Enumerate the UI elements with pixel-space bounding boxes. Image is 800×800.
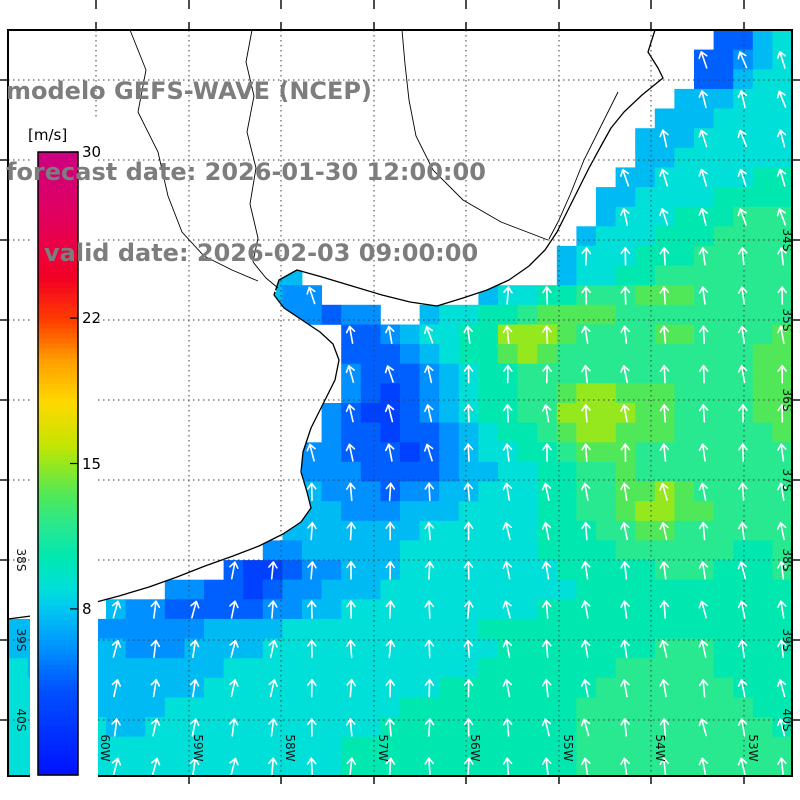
lon-tick-label: 57W: [376, 734, 390, 761]
colorbar-tick-value: 15: [82, 454, 102, 473]
lat-tick-label-right: 34S: [780, 229, 794, 252]
lon-tick-label: 59W: [191, 734, 205, 761]
colorbar-tick-value: 22: [82, 309, 102, 328]
lat-tick-label-right: 40S: [780, 709, 794, 732]
axis-labels: 60W 59W 58W 57W 56W 55W 54W 53W 34S 35S 36S 37S 38S 3…: [14, 229, 794, 762]
lat-tick-label-right: 38S: [780, 549, 794, 572]
country-borders: [129, 29, 619, 289]
land-polygon: [7, 29, 664, 620]
lon-tick-label: 55W: [561, 734, 575, 761]
lat-tick-label-right: 36S: [780, 389, 794, 412]
graticule: [8, 30, 792, 776]
lon-tick-label: 53W: [746, 734, 760, 761]
colorbar-tick-value: 30: [82, 143, 102, 161]
lat-tick-label-right: 37S: [780, 469, 794, 492]
lon-tick-label: 56W: [468, 734, 482, 761]
lon-tick-label: 58W: [283, 734, 297, 761]
wave-direction-arrows: [32, 50, 787, 776]
lon-tick-label: 60W: [98, 734, 112, 761]
model-title: modelo GEFS-WAVE (NCEP): [6, 77, 372, 105]
colorbar-tick-value: 8: [82, 599, 92, 618]
colorbar: [30, 118, 98, 784]
forecast-date-label: forecast date: 2026-01-30 12:00:00: [6, 158, 486, 186]
lat-tick-label-left: 38S: [14, 549, 28, 572]
lat-tick-label-left: 40S: [14, 709, 28, 732]
lat-tick-label-right: 39S: [780, 629, 794, 652]
map-title-block: modelo GEFS-WAVE (NCEP) forecast date: 2…: [6, 24, 486, 321]
colorbar-unit-label: [m/s]: [28, 126, 68, 144]
lat-tick-label-right: 35S: [780, 309, 794, 332]
lat-tick-label-left: 39S: [14, 629, 28, 652]
valid-date-label: valid date: 2026-02-03 09:00:00: [44, 239, 479, 267]
map-frame: [7, 29, 793, 777]
lon-tick-label: 54W: [653, 734, 667, 761]
